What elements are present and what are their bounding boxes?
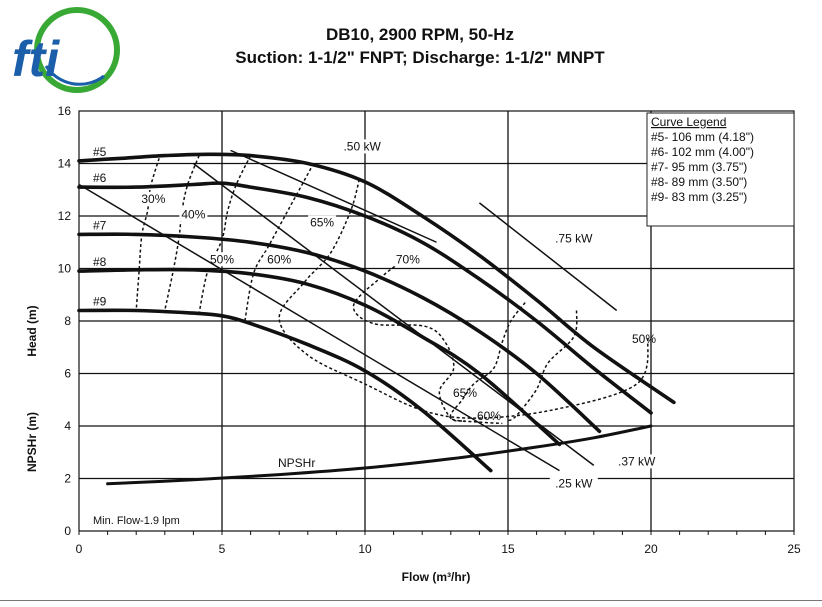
- power-label-bg: [549, 231, 598, 246]
- efficiency-label-bg: [265, 252, 294, 267]
- axes: Flow (m³/hr) Head (m) NPSHr (m) 0 5 10 15 20…: [25, 104, 801, 584]
- head-curve: [77, 267, 562, 447]
- y-axis-label-npshr: NPSHr (m): [25, 412, 39, 472]
- efficiency-label-bg: [208, 252, 236, 267]
- power-line-label: .75 kW: [555, 231, 593, 245]
- legend-box: [646, 112, 795, 227]
- power-line-label: .50 kW: [343, 139, 381, 153]
- chart-subtitle: Suction: 1-1/2" FNPT; Discharge: 1-1/2" …: [235, 48, 605, 67]
- head-curve: [77, 308, 493, 473]
- efficiency-label: 50%: [632, 332, 656, 346]
- y-tick-label: 10: [58, 262, 72, 276]
- efficiency-label: 50%: [210, 252, 234, 266]
- power-label-bg: [338, 139, 387, 154]
- efficiency-label: 65%: [453, 386, 477, 400]
- efficiency-label: 40%: [181, 208, 205, 222]
- min-flow-annotation: Min. Flow-1.9 lpm: [93, 515, 180, 527]
- efficiency-label: 70%: [396, 252, 420, 266]
- npshr-annotation: NPSHr: [278, 456, 315, 470]
- power-line-label: .37 kW: [618, 454, 656, 468]
- legend-entry: #8- 89 mm (3.50"): [651, 175, 747, 189]
- efficiency-contour: [244, 163, 315, 322]
- efficiency-contour: [278, 179, 649, 419]
- head-curve-label: #5: [93, 145, 107, 159]
- efficiency-label-bg: [179, 207, 208, 222]
- head-curve: [77, 152, 676, 405]
- x-tick-label: 0: [76, 542, 83, 556]
- head-curve: [77, 232, 602, 434]
- efficiency-label: 30%: [141, 192, 165, 206]
- efficiency-contour: [164, 155, 200, 311]
- head-curve-label: #7: [93, 218, 107, 232]
- power-line: [78, 183, 560, 472]
- head-curve-label: #8: [93, 255, 107, 269]
- x-axis-label: Flow (m³/hr): [402, 570, 471, 584]
- efficiency-contour: [449, 302, 526, 425]
- power-line: [230, 149, 437, 243]
- fti-logo: fti: [12, 7, 120, 93]
- power-line: [192, 162, 595, 466]
- power-line: [478, 202, 618, 312]
- logo-text: fti: [12, 31, 60, 87]
- y-tick-label: 16: [58, 104, 72, 118]
- chart-title: DB10, 2900 RPM, 50-Hz: [325, 25, 515, 44]
- head-curves: #5 #6 #7 #8 #9: [77, 145, 676, 486]
- x-tick-label: 15: [501, 542, 515, 556]
- y-axis-label-head: Head (m): [25, 305, 39, 356]
- power-lines: .50 kW .75 kW .37 kW .25 kW: [78, 139, 661, 491]
- legend-entry: #9- 83 mm (3.25"): [651, 190, 747, 204]
- y-tick-label: 12: [58, 209, 72, 223]
- npshr-curve: [106, 424, 653, 486]
- efficiency-label-bg: [308, 215, 337, 230]
- efficiency-label: 65%: [310, 216, 334, 230]
- legend-entry: #6- 102 mm (4.00"): [651, 145, 754, 159]
- head-curve-label: #9: [93, 295, 107, 309]
- curve-legend: Curve Legend #5- 106 mm (4.18") #6- 102 …: [646, 112, 795, 227]
- efficiency-label-bg: [393, 252, 422, 267]
- head-curve-label: #6: [93, 171, 107, 185]
- y-tick-label: 4: [64, 419, 71, 433]
- x-tick-label: 25: [787, 542, 801, 556]
- legend-title: Curve Legend: [651, 115, 726, 129]
- power-label-bg: [549, 476, 598, 491]
- y-tick-label: 6: [64, 367, 71, 381]
- y-tick-label: 2: [64, 472, 71, 486]
- efficiency-label: 60%: [267, 252, 291, 266]
- efficiency-contour: [198, 155, 252, 314]
- power-label-bg: [612, 454, 661, 469]
- legend-entry: #7- 95 mm (3.75"): [651, 160, 747, 174]
- x-tick-label: 10: [358, 542, 372, 556]
- power-line-label: .25 kW: [555, 477, 593, 491]
- efficiency-label: 60%: [477, 409, 501, 423]
- efficiency-label-bg: [139, 191, 168, 206]
- x-tick-label: 5: [219, 542, 226, 556]
- y-tick-label: 0: [64, 524, 71, 538]
- x-tick-label: 20: [644, 542, 658, 556]
- efficiency-contours: 30%40%50% 60%65%70%: [135, 155, 649, 425]
- y-tick-label: 8: [64, 314, 71, 328]
- head-curve: [77, 181, 653, 415]
- page-divider: [0, 600, 822, 601]
- annotations: Min. Flow-1.9 lpm NPSHr 50% 65% 60%: [93, 332, 656, 527]
- y-tick-label: 14: [58, 157, 72, 171]
- legend-entry: #5- 106 mm (4.18"): [651, 130, 754, 144]
- efficiency-contour: [507, 310, 578, 422]
